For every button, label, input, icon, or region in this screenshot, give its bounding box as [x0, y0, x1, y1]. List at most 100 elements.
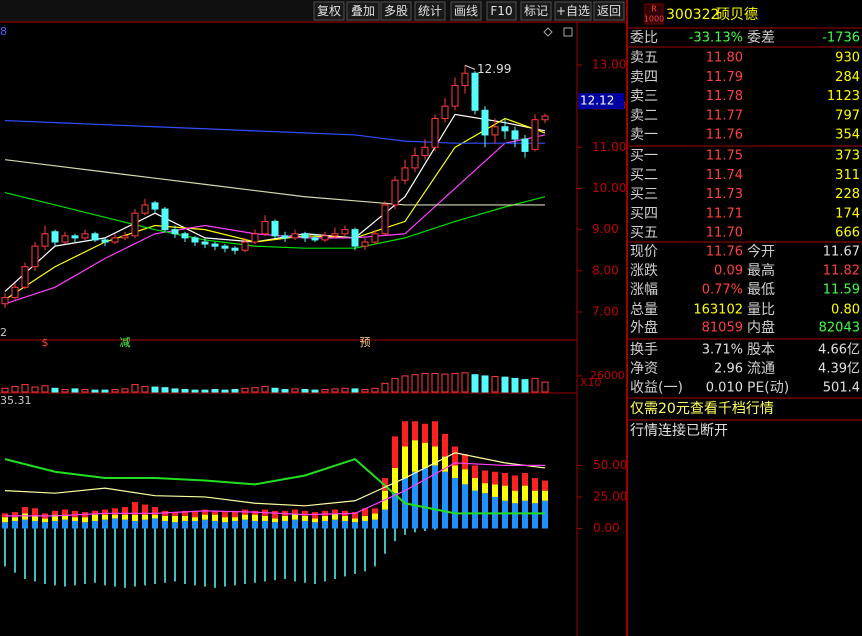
- row-value: 0.80: [831, 303, 860, 318]
- toolbar-label[interactable]: 叠加: [351, 4, 375, 18]
- event-marker: $: [42, 336, 49, 349]
- candle-body: [251, 233, 259, 243]
- row-label: 今开: [747, 244, 775, 260]
- volume-bar: [51, 387, 59, 393]
- toolbar-button[interactable]: [450, 1, 482, 21]
- indicator-bar: [52, 514, 58, 521]
- toolbar-button[interactable]: [414, 1, 446, 21]
- y-tick-label: 25.00: [593, 489, 627, 503]
- candle-body: [441, 105, 449, 119]
- indicator-bar: [462, 484, 468, 529]
- row-value: 11.67: [823, 245, 860, 260]
- volume-bar: [361, 389, 369, 393]
- current-price-label: 12.12: [580, 94, 614, 108]
- indicator-bar: [112, 518, 118, 529]
- row-value: 4.66亿: [818, 343, 860, 358]
- toolbar-label[interactable]: F10: [490, 4, 512, 18]
- volume-bar: [251, 387, 259, 393]
- volume-bar: [281, 389, 289, 393]
- row-value: 11.73: [706, 187, 743, 202]
- row-value: 11.82: [823, 264, 860, 279]
- volume-bar: [331, 388, 339, 393]
- candle-body: [11, 286, 19, 299]
- toolbar-button[interactable]: [520, 1, 552, 21]
- volume-unit: X10: [580, 376, 602, 389]
- row-label: 涨跌: [630, 263, 658, 279]
- toolbar-label[interactable]: 返回: [597, 4, 621, 18]
- volume-bar: [121, 388, 129, 393]
- toolbar-label[interactable]: 画线: [454, 4, 478, 18]
- row-value: 11.78: [706, 89, 743, 104]
- indicator-bar: [452, 446, 458, 466]
- notice[interactable]: 仅需20元查看千档行情: [630, 401, 774, 417]
- row-value: 163102: [693, 303, 743, 318]
- indicator-bar: [502, 485, 508, 501]
- volume-bar: [451, 372, 459, 393]
- row-label: PE(动): [747, 380, 789, 396]
- indicator-bar: [242, 519, 248, 529]
- indicator-bar: [102, 519, 108, 529]
- max-label: 12.99: [477, 62, 511, 76]
- toolbar-label[interactable]: 统计: [418, 4, 442, 18]
- row-value: 11.80: [706, 51, 743, 66]
- indicator-bar: [112, 508, 118, 515]
- indicator-bar: [182, 515, 188, 521]
- box-icon[interactable]: [563, 27, 573, 37]
- toolbar-label[interactable]: 多股: [384, 4, 408, 18]
- row-value: 11.74: [706, 168, 743, 183]
- row-value: 11.76: [706, 245, 743, 260]
- toolbar-label[interactable]: 标记: [524, 4, 548, 18]
- badge-label: R: [651, 5, 657, 14]
- indicator-bar: [402, 446, 408, 479]
- toolbar-button[interactable]: [554, 1, 592, 21]
- y-tick-label: 7.00: [592, 304, 619, 318]
- candle-body: [341, 229, 349, 235]
- volume-bar: [231, 389, 239, 393]
- candle-body: [501, 126, 509, 132]
- row-value: 354: [835, 128, 860, 143]
- toolbar-label[interactable]: +自选: [556, 4, 590, 18]
- candle-body: [151, 202, 159, 210]
- row-label: 买三: [630, 187, 658, 203]
- toolbar-button[interactable]: [346, 1, 380, 21]
- indicator-bar: [272, 518, 278, 523]
- candle-body: [411, 155, 419, 169]
- indicator-bar: [442, 433, 448, 457]
- ma-line: [4, 159, 545, 206]
- indicator-bar: [302, 520, 308, 529]
- toolbar-button[interactable]: [486, 1, 517, 21]
- indicator-bar: [512, 475, 518, 491]
- volume-bar: [101, 389, 109, 393]
- row-value: 11.59: [823, 283, 860, 298]
- indicator-bar: [52, 520, 58, 529]
- row-value: 0.09: [714, 264, 743, 279]
- indicator-bar: [292, 509, 298, 514]
- diamond-icon[interactable]: [543, 27, 553, 37]
- volume-bar: [481, 375, 489, 393]
- toolbar-button[interactable]: [380, 1, 412, 21]
- indicator-bar: [62, 514, 68, 520]
- indicator-bar: [512, 503, 518, 529]
- row-label: 卖三: [630, 89, 658, 105]
- row-value: 2.96: [714, 362, 743, 377]
- negative-bar: [14, 528, 16, 573]
- candle-body: [101, 239, 109, 243]
- negative-bar: [194, 528, 196, 586]
- negative-bar: [44, 528, 46, 585]
- indicator-bar: [462, 454, 468, 470]
- volume-bar: [71, 388, 79, 393]
- volume-bar: [191, 389, 199, 393]
- indicator-bar: [532, 490, 538, 504]
- volume-bar: [381, 382, 389, 393]
- toolbar-button[interactable]: [313, 1, 345, 21]
- negative-bar: [294, 528, 296, 582]
- candle-body: [451, 85, 459, 107]
- indicator-bar: [522, 485, 528, 501]
- candle-body: [241, 241, 249, 251]
- toolbar-button[interactable]: [593, 1, 625, 21]
- indicator-bar: [172, 522, 178, 529]
- negative-bar: [204, 528, 206, 587]
- candle-body: [391, 179, 399, 206]
- toolbar-label[interactable]: 复权: [317, 4, 341, 18]
- negative-bar: [304, 528, 306, 583]
